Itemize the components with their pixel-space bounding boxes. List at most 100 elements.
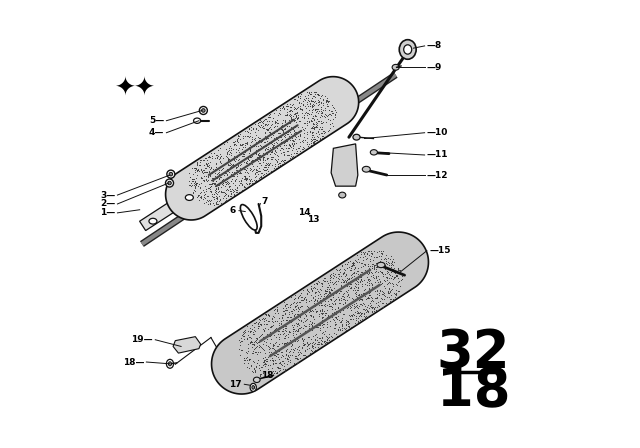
Point	[328, 315, 339, 323]
Point	[348, 302, 358, 309]
Point	[301, 315, 312, 323]
Point	[291, 319, 301, 326]
Point	[283, 303, 293, 310]
Point	[273, 163, 284, 170]
Point	[252, 125, 262, 133]
Point	[374, 287, 385, 294]
Point	[278, 105, 289, 112]
Point	[386, 295, 396, 302]
Point	[376, 268, 387, 276]
Point	[369, 266, 380, 273]
Text: ✦: ✦	[134, 76, 155, 100]
Polygon shape	[173, 336, 201, 353]
Point	[362, 254, 372, 261]
Point	[316, 307, 326, 314]
Point	[321, 118, 332, 125]
Point	[292, 336, 302, 343]
Point	[373, 279, 383, 286]
Point	[256, 321, 266, 328]
Point	[360, 292, 371, 299]
Point	[342, 264, 352, 271]
Point	[282, 354, 292, 362]
Point	[322, 112, 332, 120]
Point	[388, 255, 398, 263]
Point	[353, 291, 363, 298]
Point	[345, 315, 355, 322]
Point	[322, 98, 332, 105]
Point	[308, 338, 318, 345]
Point	[332, 316, 342, 323]
Point	[207, 168, 218, 176]
Point	[280, 125, 291, 132]
Point	[386, 253, 396, 260]
Point	[335, 308, 345, 315]
Point	[196, 166, 206, 173]
Point	[372, 291, 383, 298]
Point	[305, 118, 315, 125]
Point	[243, 139, 253, 146]
Point	[285, 128, 295, 135]
Point	[300, 96, 310, 103]
Point	[345, 285, 355, 292]
Point	[195, 184, 205, 191]
Point	[218, 165, 228, 172]
Point	[367, 308, 377, 315]
Point	[274, 324, 284, 332]
Point	[380, 292, 390, 299]
Point	[338, 290, 348, 297]
Point	[322, 102, 332, 109]
Point	[218, 194, 228, 202]
Point	[341, 288, 351, 295]
Point	[189, 164, 199, 171]
Point	[275, 104, 285, 111]
Point	[316, 99, 326, 106]
Point	[335, 326, 345, 333]
Point	[373, 272, 383, 280]
Point	[257, 330, 267, 337]
Point	[298, 113, 308, 121]
Point	[338, 304, 348, 311]
Point	[242, 335, 252, 342]
Point	[235, 169, 245, 177]
Point	[248, 342, 259, 349]
Point	[226, 192, 236, 199]
Point	[350, 287, 360, 294]
Point	[371, 275, 381, 282]
Point	[278, 358, 289, 365]
Point	[365, 248, 376, 255]
Point	[241, 348, 252, 355]
Point	[301, 122, 312, 129]
Point	[344, 277, 355, 284]
Point	[248, 368, 258, 375]
Point	[214, 150, 225, 157]
Point	[239, 359, 249, 366]
Point	[364, 290, 374, 297]
Point	[358, 253, 368, 260]
Point	[243, 155, 253, 163]
Point	[281, 141, 291, 148]
Point	[240, 357, 250, 364]
Point	[287, 306, 298, 313]
Point	[255, 349, 266, 356]
Point	[380, 266, 390, 273]
Point	[237, 156, 247, 164]
Point	[331, 273, 341, 280]
Point	[246, 151, 257, 158]
Point	[282, 123, 292, 130]
Point	[263, 127, 273, 134]
Point	[364, 277, 374, 284]
Point	[240, 174, 250, 181]
Point	[250, 178, 260, 185]
Point	[292, 355, 303, 362]
Point	[390, 272, 401, 280]
Point	[244, 356, 254, 363]
Point	[351, 252, 362, 259]
Point	[301, 338, 312, 345]
Point	[363, 275, 373, 282]
Point	[260, 339, 271, 346]
Point	[314, 319, 324, 326]
Point	[225, 149, 236, 156]
Point	[306, 142, 316, 149]
Point	[300, 294, 310, 301]
Point	[266, 156, 276, 163]
